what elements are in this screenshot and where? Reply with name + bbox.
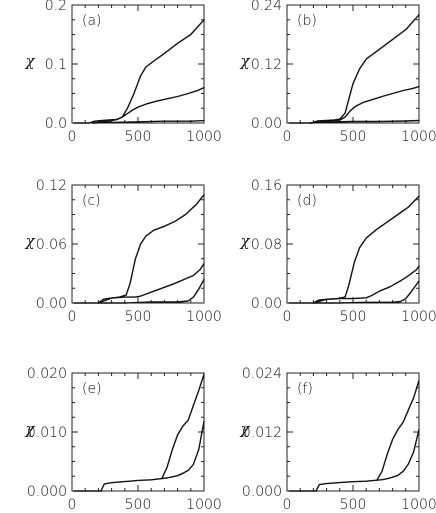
x-tick-label: 0 [68, 497, 77, 513]
y-tick-label: 0.0 [45, 116, 67, 132]
panel-label: (c) [82, 193, 101, 209]
x-tick-label: 1000 [186, 309, 222, 325]
y-tick-label: 0.00 [251, 116, 282, 132]
chart-panel: 0 500 1000 0.0 0.1 0.2 χ (a) [24, 0, 221, 145]
y-tick-label: 0.010 [27, 425, 67, 441]
y-tick-label: 0.000 [27, 484, 67, 500]
y-tick-label: 0.16 [251, 178, 282, 194]
series-line [310, 14, 420, 124]
y-tick-label: 0.1 [45, 57, 67, 73]
chart-panel: 0 500 1000 0.000 0.012 0.024 χ (f) [239, 366, 436, 513]
series-line [88, 19, 205, 124]
series-line [97, 194, 205, 304]
y-axis-label: χ [239, 232, 250, 250]
y-tick-label: 0.24 [251, 0, 282, 14]
series-line [161, 420, 205, 480]
y-tick-label: 0.2 [45, 0, 67, 14]
series-line [312, 280, 420, 304]
y-tick-label: 0.12 [251, 57, 282, 73]
chart-panel: 0 500 1000 0.000 0.010 0.020 χ (e) [24, 366, 221, 513]
series-line [92, 119, 205, 124]
x-tick-label: 1000 [401, 497, 436, 513]
y-tick-label: 0.12 [36, 178, 67, 194]
y-tick-label: 0.020 [27, 366, 67, 382]
y-tick-label: 0.00 [36, 296, 67, 312]
series-line [97, 278, 205, 304]
x-tick-label: 0 [283, 309, 292, 325]
x-tick-label: 500 [340, 129, 367, 145]
y-tick-label: 0.08 [251, 237, 282, 253]
x-tick-label: 0 [283, 497, 292, 513]
y-axis-label: χ [24, 420, 35, 438]
series-line [312, 265, 420, 304]
series-line [97, 263, 205, 304]
y-axis-label: χ [239, 420, 250, 438]
x-tick-label: 0 [68, 309, 77, 325]
series-line [315, 379, 420, 492]
x-tick-label: 1000 [186, 129, 222, 145]
panel-label: (b) [297, 13, 317, 29]
panel-label: (a) [82, 13, 102, 29]
x-tick-label: 1000 [401, 129, 436, 145]
series-line [312, 195, 420, 304]
panel-label: (e) [82, 381, 102, 397]
series-line [310, 119, 420, 124]
y-tick-label: 0.012 [242, 425, 282, 441]
chart-panel: 0 500 1000 0.00 0.06 0.12 χ (c) [24, 178, 221, 325]
y-axis-label: χ [239, 52, 250, 70]
x-tick-label: 500 [340, 497, 367, 513]
series-line [376, 428, 420, 481]
y-tick-label: 0.024 [242, 366, 282, 382]
x-tick-label: 500 [125, 309, 152, 325]
y-axis-label: χ [24, 232, 35, 250]
y-tick-label: 0.000 [242, 484, 282, 500]
series-line [310, 85, 420, 124]
x-tick-label: 1000 [401, 309, 436, 325]
panel-label: (d) [297, 193, 317, 209]
x-tick-label: 500 [340, 309, 367, 325]
chart-panel: 0 500 1000 0.00 0.08 0.16 χ (d) [239, 178, 436, 325]
x-tick-label: 1000 [186, 497, 222, 513]
x-tick-label: 500 [125, 497, 152, 513]
panel-label: (f) [297, 381, 313, 397]
x-tick-label: 0 [68, 129, 77, 145]
series-line [92, 86, 205, 124]
chart-panel: 0 500 1000 0.00 0.12 0.24 χ (b) [239, 0, 436, 145]
series-line [100, 373, 205, 492]
y-tick-label: 0.06 [36, 237, 67, 253]
x-tick-label: 0 [283, 129, 292, 145]
y-axis-label: χ [24, 52, 35, 70]
x-tick-label: 500 [125, 129, 152, 145]
y-tick-label: 0.00 [251, 296, 282, 312]
